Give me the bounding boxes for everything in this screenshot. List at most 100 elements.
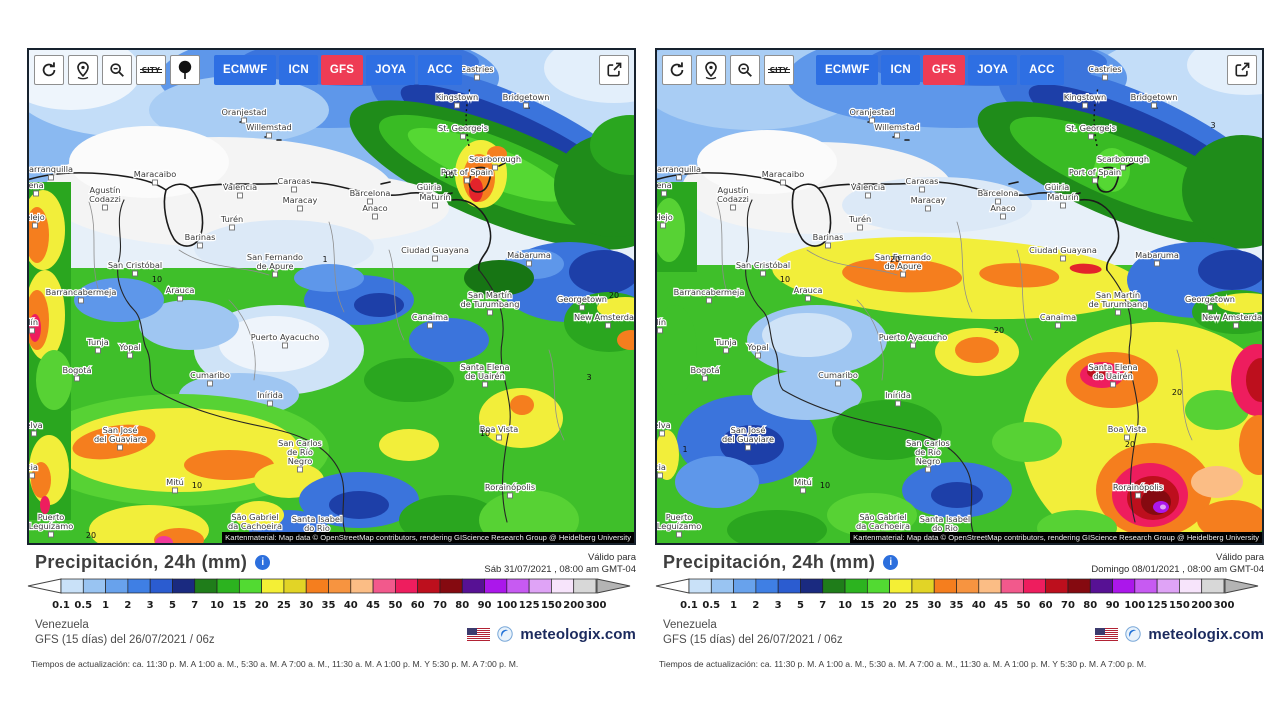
location-pin-icon xyxy=(705,61,717,80)
svg-text:cia: cia xyxy=(657,462,666,472)
svg-text:New Amsterdam: New Amsterdam xyxy=(1202,312,1262,322)
svg-text:5: 5 xyxy=(169,600,176,611)
region-label: Venezuela xyxy=(35,618,89,631)
model-tab-icn[interactable]: ICN xyxy=(881,55,920,85)
valid-label: Válido para xyxy=(587,552,636,563)
svg-text:Yopal: Yopal xyxy=(118,342,140,352)
svg-text:Caracas: Caracas xyxy=(278,176,311,186)
svg-text:Cumaribo: Cumaribo xyxy=(190,370,230,380)
model-tab-ecmwf[interactable]: ECMWF xyxy=(214,55,277,85)
svg-text:20: 20 xyxy=(609,291,619,300)
city-labels-toggle[interactable]: CITY xyxy=(764,55,794,85)
model-tab-icn[interactable]: ICN xyxy=(279,55,318,85)
color-scale: 0.1 0.5 1 2 3 5 7 10 15 20 25 30 35 40 45 50 60 70 80 90 100… xyxy=(655,578,1264,617)
svg-text:Barinas: Barinas xyxy=(813,232,844,242)
svg-text:Barinas: Barinas xyxy=(185,232,216,242)
color-scale: 0.1 0.5 1 2 3 5 7 10 15 20 25 30 35 40 45 50 60 70 80 90 100… xyxy=(27,578,636,617)
balloon-marker-icon xyxy=(178,60,192,79)
brand-name: meteologix.com xyxy=(1148,625,1264,643)
forecast-panel-left: Castries Kingstown Bridgetown Oranjestad Wil… xyxy=(27,48,636,669)
svg-text:20: 20 xyxy=(1125,440,1135,449)
svg-text:7: 7 xyxy=(191,600,198,611)
precip-field xyxy=(29,50,634,543)
model-tab-acc[interactable]: ACC xyxy=(1020,55,1064,85)
info-icon[interactable]: i xyxy=(883,555,899,570)
svg-text:Puerto Ayacucho: Puerto Ayacucho xyxy=(879,332,948,342)
svg-text:200: 200 xyxy=(563,600,584,611)
marker-toggle[interactable] xyxy=(170,55,200,85)
svg-text:Turén: Turén xyxy=(220,214,243,224)
svg-text:Rorainópolis: Rorainópolis xyxy=(1113,482,1163,492)
svg-text:Castries: Castries xyxy=(1088,64,1121,74)
brand-name: meteologix.com xyxy=(520,625,636,643)
svg-text:Georgetown: Georgetown xyxy=(1185,294,1235,304)
refresh-button[interactable] xyxy=(34,55,64,85)
city-toggle-icon: CITY xyxy=(767,66,791,74)
svg-text:25: 25 xyxy=(905,600,919,611)
svg-text:10: 10 xyxy=(838,600,852,611)
model-tab-joya[interactable]: JOYA xyxy=(366,55,416,85)
refresh-button[interactable] xyxy=(662,55,692,85)
svg-text:20: 20 xyxy=(890,255,900,264)
svg-text:1: 1 xyxy=(322,255,327,264)
model-tab-ecmwf[interactable]: ECMWF xyxy=(816,55,879,85)
valid-time-block: Válido para Sáb 31/07/2021 , 08:00 am GM… xyxy=(484,552,636,576)
zoom-button[interactable] xyxy=(730,55,760,85)
model-tab-joya[interactable]: JOYA xyxy=(968,55,1018,85)
map-attribution: Kartenmaterial: Map data © OpenStreetMap… xyxy=(850,532,1262,543)
info-icon[interactable]: i xyxy=(255,555,271,570)
brand-block[interactable]: meteologix.com xyxy=(1095,626,1264,643)
svg-text:Maturín: Maturín xyxy=(419,192,450,202)
svg-text:Willemstad: Willemstad xyxy=(874,122,919,132)
share-button[interactable] xyxy=(1227,55,1257,85)
locate-button[interactable] xyxy=(68,55,98,85)
svg-text:0.1: 0.1 xyxy=(52,600,70,611)
precipitation-map-day1[interactable]: Castries Kingstown Bridgetown Oranjestad Wil… xyxy=(29,50,634,543)
model-tab-acc[interactable]: ACC xyxy=(418,55,462,85)
location-pin-icon xyxy=(77,61,89,80)
svg-text:St. George's: St. George's xyxy=(1066,123,1116,133)
svg-text:llín: llín xyxy=(657,317,666,327)
model-run-label: GFS (15 días) del 26/07/2021 / 06z xyxy=(663,633,843,646)
svg-text:cia: cia xyxy=(29,462,38,472)
svg-text:125: 125 xyxy=(1147,600,1168,611)
svg-text:Maracaibo: Maracaibo xyxy=(134,169,176,179)
precipitation-map-day2[interactable]: Castries Kingstown Bridgetown Oranjestad Wil… xyxy=(657,50,1262,543)
city-labels: Castries Kingstown Bridgetown Oranjestad Wil… xyxy=(29,63,634,540)
svg-text:35: 35 xyxy=(950,600,964,611)
svg-text:80: 80 xyxy=(455,600,469,611)
svg-text:40: 40 xyxy=(344,600,358,611)
map-panel[interactable]: Castries Kingstown Bridgetown Oranjestad Wil… xyxy=(27,48,636,545)
svg-text:30: 30 xyxy=(299,600,313,611)
svg-text:0.1: 0.1 xyxy=(680,600,698,611)
svg-text:Anaco: Anaco xyxy=(990,203,1015,213)
precip-field xyxy=(657,50,1262,543)
svg-text:Arauca: Arauca xyxy=(166,285,195,295)
zoom-button[interactable] xyxy=(102,55,132,85)
model-tab-gfs[interactable]: GFS xyxy=(320,55,364,85)
svg-text:Kingstown: Kingstown xyxy=(436,92,478,102)
svg-text:1: 1 xyxy=(102,600,109,611)
svg-text:Maturín: Maturín xyxy=(1047,192,1078,202)
svg-text:Mitú: Mitú xyxy=(166,477,184,487)
legend-title: Precipitación, 24h (mm) xyxy=(35,552,248,572)
map-panel[interactable]: Castries Kingstown Bridgetown Oranjestad Wil… xyxy=(655,48,1264,545)
model-tab-gfs[interactable]: GFS xyxy=(922,55,966,85)
share-button[interactable] xyxy=(599,55,629,85)
svg-text:elva: elva xyxy=(29,420,43,430)
magnifier-icon xyxy=(110,63,124,77)
city-labels-toggle[interactable]: CITY xyxy=(136,55,166,85)
svg-text:Willemstad: Willemstad xyxy=(246,122,291,132)
brand-block[interactable]: meteologix.com xyxy=(467,626,636,643)
locate-button[interactable] xyxy=(696,55,726,85)
svg-text:50: 50 xyxy=(1016,600,1030,611)
svg-text:San Cristóbal: San Cristóbal xyxy=(108,260,162,270)
valid-time-block: Válido para Domingo 08/01/2021 , 08:00 a… xyxy=(1091,552,1264,576)
svg-text:Inírida: Inírida xyxy=(885,390,911,400)
svg-text:Bridgetown: Bridgetown xyxy=(503,92,550,102)
